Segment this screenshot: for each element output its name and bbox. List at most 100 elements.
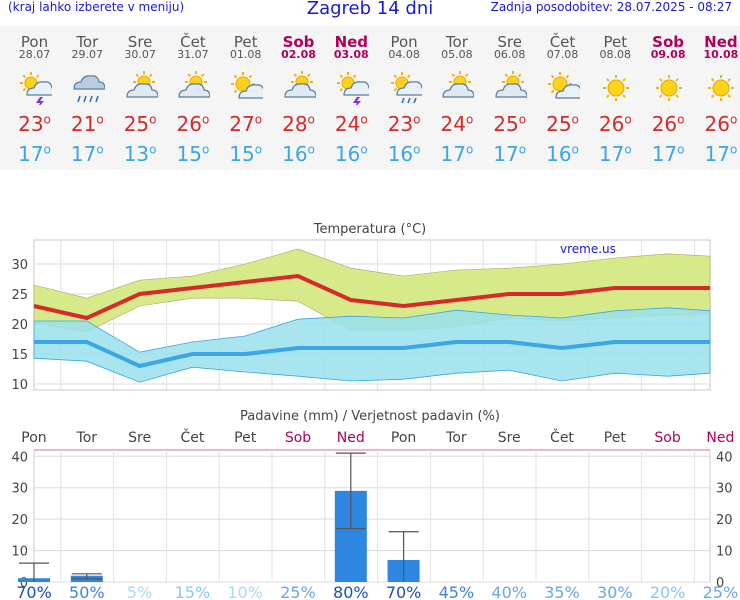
- precip-day-label: Pet: [604, 430, 627, 446]
- precip-plot-area: [33, 449, 711, 583]
- precip-probability-label: 80%: [333, 583, 369, 600]
- top-bar: (kraj lahko izberete v meniju) Zagreb 14…: [0, 0, 740, 22]
- temp-min: 16o: [282, 142, 315, 166]
- day-name: Pon: [20, 33, 49, 51]
- precip-y-tick-left: 40: [11, 450, 28, 465]
- temp-min: 17o: [70, 142, 104, 166]
- day-name: Pet: [233, 33, 258, 51]
- precip-probability-label: 40%: [491, 583, 527, 600]
- precip-y-tick-right: 10: [716, 545, 733, 560]
- page-title: Zagreb 14 dni: [306, 0, 434, 19]
- sunny-icon: [599, 71, 633, 105]
- day-name: Sre: [127, 33, 153, 51]
- precip-day-label: Sre: [128, 430, 151, 446]
- temp-max: 24o: [440, 112, 474, 136]
- precip-chart-title: Padavine (mm) / Verjetnost padavin (%): [240, 409, 500, 424]
- day-date: 05.08: [441, 48, 473, 61]
- rain-cloud-icon: [71, 71, 106, 105]
- precip-y-tick-left: 0: [20, 576, 28, 591]
- thunderstorm-icon: [335, 71, 376, 109]
- sunny-icon: [652, 71, 686, 105]
- day-name: Sob: [282, 33, 315, 51]
- precip-probability-label: 25%: [280, 583, 316, 600]
- temp-max: 24o: [334, 112, 368, 136]
- day-date: 31.07: [177, 48, 209, 61]
- temp-min: 17o: [493, 142, 527, 166]
- temp-min: 13o: [123, 142, 157, 166]
- sun-rain-icon: [388, 71, 429, 105]
- precip-probability-label: 70%: [386, 583, 422, 600]
- partly-cloudy-icon: [282, 71, 317, 105]
- partly-cloudy-icon: [176, 71, 211, 105]
- precip-probability-label: 20%: [650, 583, 686, 600]
- precip-day-label: Čet: [180, 428, 204, 446]
- temp-min: 17o: [704, 142, 738, 166]
- precip-day-label: Pon: [391, 430, 416, 446]
- day-name: Pet: [603, 33, 628, 51]
- precip-y-tick-left: 20: [11, 513, 28, 528]
- watermark: vreme.us: [560, 242, 616, 256]
- precip-day-label: Sre: [498, 430, 521, 446]
- last-updated: Zadnja posodobitev: 28.07.2025 - 08:27: [490, 0, 732, 14]
- temp-y-tick: 15: [11, 348, 28, 363]
- day-name: Ned: [334, 33, 369, 51]
- precip-probability-label: 5%: [127, 583, 152, 600]
- day-column: Pon 04.08 23o 16o: [378, 26, 431, 170]
- day-column: Tor 05.08 24o 17o: [430, 26, 483, 170]
- temp-min: 15o: [229, 142, 263, 166]
- day-name: Čet: [180, 33, 206, 51]
- min-temp-line: [34, 340, 710, 369]
- precip-probability-label: 25%: [703, 583, 739, 600]
- temp-max: 27o: [229, 112, 263, 136]
- temp-y-tick: 20: [11, 318, 28, 333]
- day-column: Sob 09.08 26o 17o: [642, 26, 695, 170]
- day-column: Sre 30.07 25o 13o: [114, 26, 167, 170]
- precip-day-label: Čet: [550, 428, 574, 446]
- temp-min: 16o: [546, 142, 579, 166]
- partly-cloudy-icon: [440, 71, 475, 105]
- precip-day-label: Tor: [76, 430, 98, 446]
- day-name: Čet: [549, 33, 576, 51]
- precip-day-label: Tor: [445, 430, 467, 446]
- daily-forecast-strip: Pon 28.07 23o 17o Tor 29.07 21o 17o Sre 30…: [0, 26, 740, 170]
- temp-max: 26o: [704, 112, 738, 136]
- day-date: 02.08: [281, 48, 316, 61]
- temp-chart-title: Temperatura (°C): [313, 222, 426, 237]
- temp-y-tick: 25: [11, 288, 28, 303]
- temp-min: 17o: [651, 142, 685, 166]
- temp-max: 25o: [546, 112, 579, 136]
- day-name: Sre: [497, 33, 522, 51]
- day-column: Čet 07.08 25o 16o: [536, 26, 589, 170]
- partly-sunny-icon: [546, 71, 588, 105]
- temp-max: 25o: [493, 112, 527, 136]
- temp-max: 21o: [70, 112, 104, 136]
- precip-probability-label: 70%: [16, 583, 52, 600]
- day-date: 06.08: [493, 48, 526, 61]
- precip-day-label: Sob: [654, 430, 680, 446]
- temp-max: 26o: [598, 112, 632, 136]
- precip-probability-label: 10%: [227, 583, 263, 600]
- precip-probability-label: 50%: [69, 583, 105, 600]
- day-column: Pet 08.08 26o 17o: [589, 26, 642, 170]
- precip-y-tick-right: 30: [716, 482, 733, 497]
- precip-probability-label: 35%: [544, 583, 580, 600]
- day-column: Tor 29.07 21o 17o: [61, 26, 114, 170]
- precip-probability-label: 45%: [439, 583, 475, 600]
- day-column: Čet 31.07 26o 15o: [166, 26, 219, 170]
- precip-day-label: Pon: [21, 430, 46, 446]
- day-column: Ned 10.08 26o 17o: [694, 26, 740, 170]
- day-date: 08.08: [599, 48, 632, 61]
- temp-y-tick: 30: [11, 258, 28, 273]
- sunny-icon: [704, 71, 738, 105]
- location-menu-hint[interactable]: (kraj lahko izberete v meniju): [8, 0, 185, 14]
- temp-max: 26o: [176, 112, 210, 136]
- day-name: Tor: [445, 33, 468, 51]
- temp-min: 17o: [598, 142, 632, 166]
- day-name: Ned: [704, 33, 738, 51]
- day-column: Pon 28.07 23o 17o: [8, 26, 61, 170]
- partly-cloudy-icon: [124, 71, 159, 105]
- day-name: Sob: [652, 33, 685, 51]
- precip-day-label: Sob: [285, 430, 311, 446]
- temp-max: 23o: [18, 112, 51, 136]
- day-date: 04.08: [388, 48, 420, 61]
